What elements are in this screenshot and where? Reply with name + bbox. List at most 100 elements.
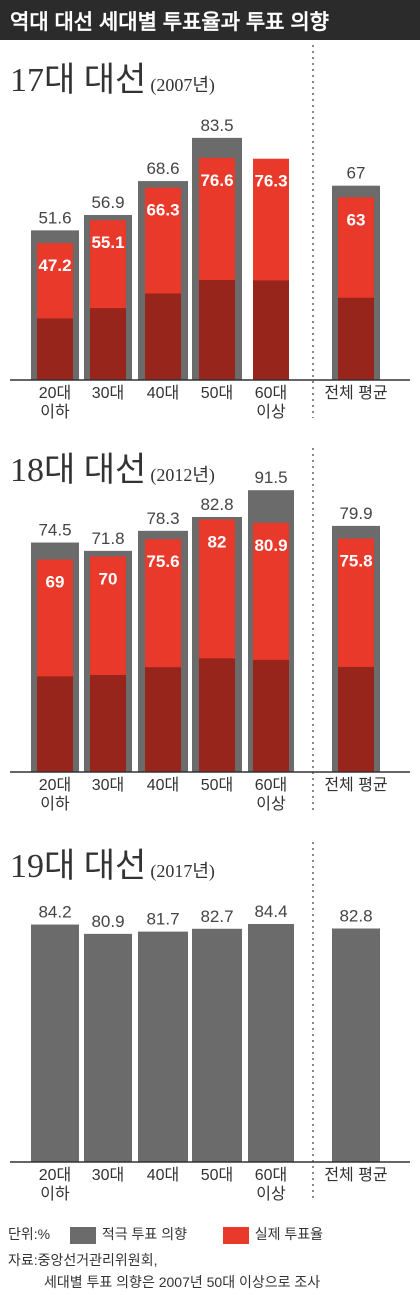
category-tick-label: 이하 [40,403,70,421]
actual-bar [90,556,126,772]
category-tick-label: 50대 [201,384,234,402]
intent-bar [84,933,132,1162]
category-tick-label: 이상 [256,1185,286,1203]
panel-title-year: (2012년) [150,465,215,485]
intent-value-label: 71.8 [91,529,124,548]
category-tick-label: 이상 [256,403,286,421]
category-tick-label: 60대 [255,1166,288,1184]
footer: 단위:% 적극 투표 의향 실제 투표율 자료:중앙선거관리위원회, 세대별 투… [0,1218,420,1295]
actual-bar [199,519,235,772]
intent-value-label: 68.6 [146,159,179,178]
unit-label: 단위:% [8,1226,51,1242]
actual-bar [37,559,73,772]
legend: 단위:% 적극 투표 의향 실제 투표율 [8,1224,323,1244]
actual-bar-shade [37,676,73,772]
actual-bar [90,220,126,380]
category-tick-label: 30대 [92,1166,125,1184]
actual-bar [37,243,73,380]
actual-bar-shade [253,280,289,380]
panel-title-main: 19대 대선 [10,848,147,885]
actual-value-label: 47.2 [38,256,71,275]
intent-value-label: 84.4 [254,902,287,921]
legend-label-actual: 실제 투표율 [254,1226,324,1242]
intent-value-label: 84.2 [38,903,71,922]
actual-bar-shade [199,658,235,772]
category-tick-label: 40대 [147,776,180,794]
actual-bar-shade [199,280,235,380]
actual-value-label: 55.1 [91,233,124,252]
panel-title-year: (2007년) [150,75,215,95]
category-tick-label: 전체 평균 [324,384,387,402]
legend-swatch-actual [222,1226,249,1244]
intent-value-label: 82.8 [200,495,233,514]
category-tick-label: 50대 [201,1166,234,1184]
panel-title-19: 19대 대선 (2017년) [10,838,215,887]
actual-bar-shade [37,318,73,380]
intent-bar [31,924,79,1162]
intent-value-label: 78.3 [146,509,179,528]
actual-bar-shade [338,666,374,772]
actual-value-label: 70 [99,569,118,588]
actual-bar [199,157,235,380]
actual-value-label: 69 [46,572,65,591]
legend-label-intent: 적극 투표 의향 [101,1226,187,1242]
intent-bar [332,928,380,1162]
category-tick-label: 전체 평균 [324,776,387,794]
intent-bar [248,923,294,1162]
actual-bar-shade [145,667,181,772]
panel-title-main: 17대 대선 [10,62,147,99]
category-tick-label: 이상 [256,795,286,813]
page-title: 역대 대선 세대별 투표율과 투표 의향 [10,11,329,34]
source-line-2: 세대별 투표 의향은 2007년 50대 이상으로 조사 [44,1274,321,1290]
actual-bar [338,197,374,380]
intent-bar [192,928,242,1162]
actual-value-label: 63 [347,210,366,229]
actual-value-label: 82 [208,532,227,551]
intent-value-label: 79.9 [339,504,372,523]
category-tick-label: 20대 [39,1166,72,1184]
category-tick-label: 60대 [255,776,288,794]
actual-bar [338,538,374,772]
intent-value-label: 83.5 [200,116,233,135]
panel-title-main: 18대 대선 [10,452,147,489]
intent-value-label: 74.5 [38,521,71,540]
panel-title-18: 18대 대선 (2012년) [10,442,215,491]
category-tick-label: 40대 [147,384,180,402]
intent-value-label: 82.8 [339,907,372,926]
legend-swatch-intent [69,1226,96,1244]
intent-value-label: 81.7 [146,910,179,929]
category-tick-label: 이하 [40,1185,70,1203]
actual-bar [145,187,181,380]
category-tick-label: 전체 평균 [324,1166,387,1184]
panel-title-year: (2017년) [150,861,215,881]
actual-bar [145,539,181,772]
actual-bar-shade [145,293,181,380]
intent-bar [138,931,188,1162]
actual-value-label: 75.6 [146,552,179,571]
actual-value-label: 80.9 [254,536,287,555]
actual-value-label: 76.3 [254,172,287,191]
actual-bar [253,522,289,772]
category-tick-label: 20대 [39,776,72,794]
actual-bar-shade [253,659,289,772]
category-tick-label: 40대 [147,1166,180,1184]
category-tick-label: 30대 [92,384,125,402]
source-line-1: 자료:중앙선거관리위원회, [8,1252,158,1268]
actual-bar-shade [90,674,126,772]
intent-value-label: 80.9 [91,912,124,931]
category-tick-label: 30대 [92,776,125,794]
intent-value-label: 67 [347,164,366,183]
title-bar: 역대 대선 세대별 투표율과 투표 의향 [0,0,420,40]
intent-value-label: 56.9 [91,193,124,212]
category-tick-label: 이하 [40,795,70,813]
intent-value-label: 51.6 [38,208,71,227]
actual-value-label: 75.8 [339,552,372,571]
intent-value-label: 82.7 [200,907,233,926]
actual-bar-shade [338,297,374,380]
actual-bar-shade [90,308,126,380]
category-tick-label: 60대 [255,384,288,402]
category-tick-label: 20대 [39,384,72,402]
